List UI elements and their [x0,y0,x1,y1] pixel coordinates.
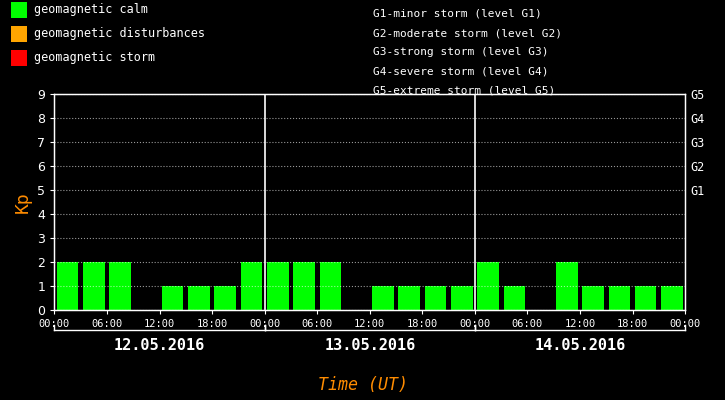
Text: G2-moderate storm (level G2): G2-moderate storm (level G2) [373,28,563,38]
Bar [57,262,78,310]
Bar [504,286,525,310]
Text: G5-extreme storm (level G5): G5-extreme storm (level G5) [373,86,555,96]
Bar [294,262,315,310]
Bar [425,286,446,310]
Text: 13.05.2016: 13.05.2016 [324,338,415,354]
Bar [451,286,473,310]
Text: geomagnetic storm: geomagnetic storm [34,51,155,64]
Bar [635,286,656,310]
Text: Time (UT): Time (UT) [318,376,407,394]
Text: G1-minor storm (level G1): G1-minor storm (level G1) [373,9,542,19]
Bar [399,286,420,310]
Bar [83,262,104,310]
Bar [320,262,341,310]
Text: geomagnetic calm: geomagnetic calm [34,3,148,16]
Bar [162,286,183,310]
Text: 12.05.2016: 12.05.2016 [114,338,205,354]
Bar [109,262,130,310]
Bar [609,286,630,310]
Bar [477,262,499,310]
Text: 14.05.2016: 14.05.2016 [534,338,626,354]
Bar [372,286,394,310]
Bar [661,286,683,310]
Bar [188,286,210,310]
Y-axis label: Kp: Kp [14,191,32,213]
Bar [267,262,289,310]
Bar [215,286,236,310]
Bar [582,286,604,310]
Bar [241,262,262,310]
Text: geomagnetic disturbances: geomagnetic disturbances [34,27,205,40]
Bar [556,262,578,310]
Text: G3-strong storm (level G3): G3-strong storm (level G3) [373,47,549,57]
Text: G4-severe storm (level G4): G4-severe storm (level G4) [373,66,549,76]
